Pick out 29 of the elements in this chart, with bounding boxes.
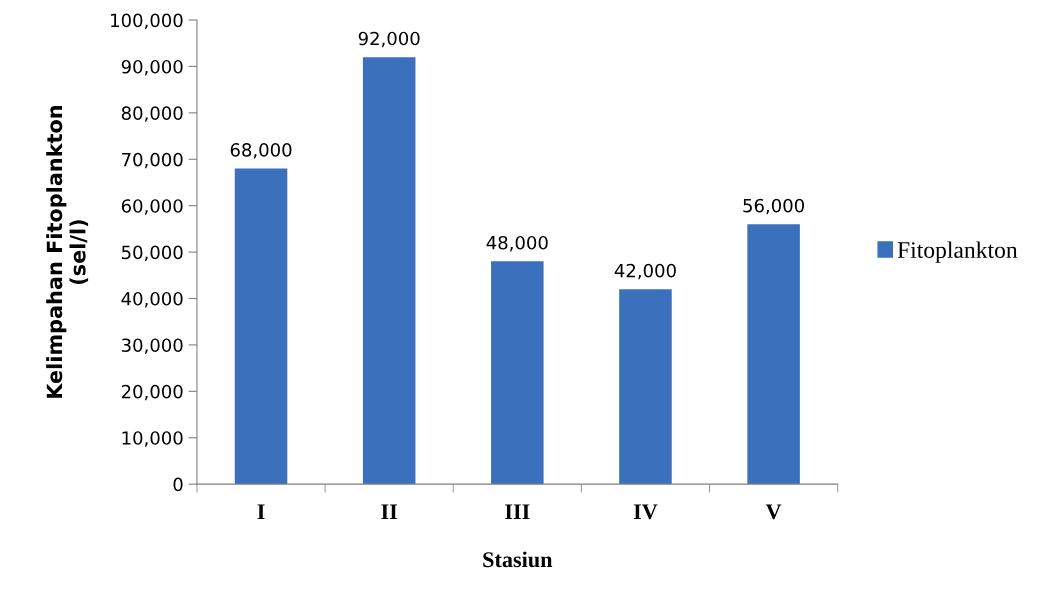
y-tick-label: 80,000 (121, 106, 183, 122)
data-label: 92,000 (358, 31, 420, 48)
data-label: 42,000 (614, 263, 676, 280)
y-axis-title: Kelimpahan Fitoplankton (sel/l) (46, 106, 89, 398)
x-tick-label: IV (633, 504, 658, 520)
x-tick-label: I (257, 504, 265, 520)
y-tick-label: 60,000 (121, 199, 183, 215)
y-tick-label: 70,000 (122, 152, 183, 169)
x-tick-label: II (381, 504, 398, 520)
data-label: 56,000 (743, 198, 804, 215)
x-axis-title: Stasiun (483, 551, 553, 568)
bar (619, 289, 672, 485)
bar (362, 57, 416, 485)
y-tick-label: 50,000 (122, 245, 183, 262)
y-tick-label: 20,000 (121, 384, 183, 401)
x-tick-label: III (505, 504, 530, 520)
y-tick-label: 90,000 (121, 59, 183, 76)
y-tick-label: 0 (173, 477, 183, 492)
bar (747, 224, 800, 485)
data-label: 68,000 (230, 143, 292, 159)
x-tick-label: V (765, 504, 782, 520)
y-tick-label: 100,000 (111, 13, 183, 29)
y-tick-label: 30,000 (121, 338, 183, 354)
data-label: 48,000 (486, 235, 548, 252)
bar (234, 168, 288, 485)
legend-label: Fitoplankton (897, 241, 1018, 263)
y-tick-label: 10,000 (122, 431, 183, 447)
bar (491, 261, 544, 485)
y-tick-label: 40,000 (121, 291, 183, 308)
